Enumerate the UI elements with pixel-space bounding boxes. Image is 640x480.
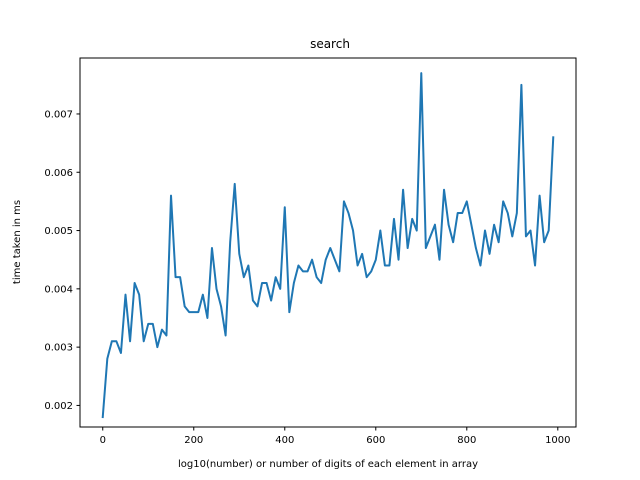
x-axis-label: log10(number) or number of digits of eac…: [178, 459, 478, 470]
y-tick-label: 0.005: [44, 226, 73, 237]
y-tick-label: 0.007: [44, 109, 73, 120]
plot-frame: [79, 57, 577, 428]
x-tick-label: 0: [100, 435, 106, 446]
x-tick-label: 200: [184, 435, 203, 446]
x-tick-label: 1000: [545, 435, 570, 446]
y-tick-label: 0.006: [44, 168, 73, 179]
y-tick-label: 0.004: [44, 284, 73, 295]
x-tick-label: 400: [275, 435, 294, 446]
x-tick-label: 600: [366, 435, 385, 446]
axis-ticks: 0 200 400 600 800 1000 0.002 0.003 0.004 0.005 0.0…: [44, 109, 570, 446]
x-tick-label: 800: [457, 435, 476, 446]
chart-title: search: [310, 37, 350, 51]
y-axis-label: time taken in ms: [12, 200, 23, 284]
series-line: [101, 72, 555, 419]
y-tick-label: 0.002: [44, 401, 73, 412]
y-tick-label: 0.003: [44, 343, 73, 354]
